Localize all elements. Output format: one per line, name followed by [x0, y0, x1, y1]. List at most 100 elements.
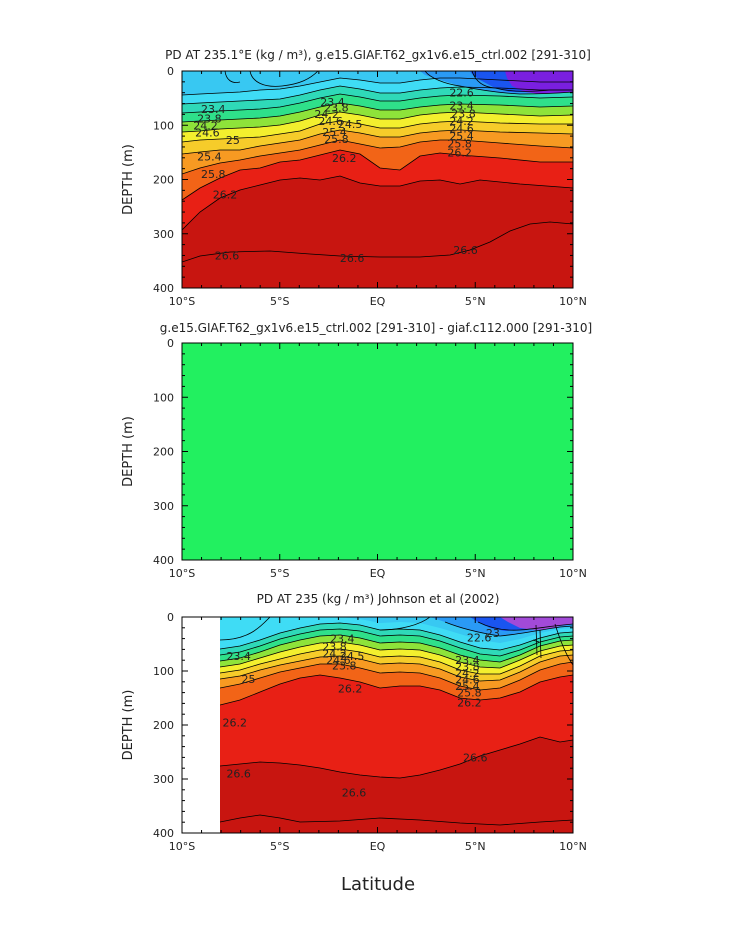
contour-label: 23.8 — [332, 660, 357, 673]
contour-label: 23.4 — [201, 103, 226, 116]
contour-label: 25 — [226, 134, 240, 147]
contour-label: 24.5 — [340, 650, 365, 663]
panel-2-x-tick-label: 10°S — [169, 567, 195, 580]
contour-label: 26.6 — [453, 244, 478, 257]
panel-3-plot: 23.42526.226.623.423.824.224.524.623.826… — [220, 617, 573, 833]
panel-3-y-axis-label: DEPTH (m) — [121, 690, 136, 761]
panel-1-title: PD AT 235.1°E (kg / m³), g.e15.GIAF.T62_… — [165, 48, 591, 62]
panel-2-difference-field — [182, 343, 573, 560]
contour-label: 23.4 — [455, 654, 480, 667]
contour-label: 24.6 — [195, 126, 220, 139]
panel-1-axes: 10°S 5°S EQ 5°N 10°N 0 100 200 300 400 DEPTH (m) — [121, 65, 587, 308]
panel-3-y-tick-label: 0 — [167, 611, 174, 624]
contour-label: 26.2 — [223, 716, 248, 729]
contour-label: 26.6 — [463, 751, 488, 764]
contour-label: 25.4 — [197, 151, 222, 164]
contour-label: 24.6 — [318, 115, 343, 128]
contour-label: 23.4 — [449, 100, 474, 113]
contour-label: 23.8 — [197, 113, 222, 126]
contour-label: 26.6 — [226, 768, 251, 781]
panel-1-y-tick-label: 300 — [153, 228, 174, 241]
panel-2-y-tick-label: 300 — [153, 500, 174, 513]
panel-2-y-axis-label: DEPTH (m) — [121, 416, 136, 487]
panel-1-y-tick-label: 100 — [153, 119, 174, 132]
contour-label: 23.8 — [455, 661, 480, 674]
panel-1-band-purple — [505, 71, 573, 94]
panel-3-title: PD AT 235 (kg / m³) Johnson et al (2002) — [257, 592, 500, 606]
panel-2-x-tick-label: 5°S — [270, 567, 289, 580]
panel-3: PD AT 235 (kg / m³) Johnson et al (2002) — [121, 592, 587, 895]
contour-label: 23 — [486, 627, 500, 640]
panel-3-x-tick-label: EQ — [370, 840, 386, 853]
panel-3-y-tick-label: 200 — [153, 719, 174, 732]
contour-label: 25.4 — [449, 130, 474, 143]
panel-3-y-tick-label: 300 — [153, 773, 174, 786]
contour-label: 24.2 — [455, 667, 480, 680]
contour-label: 24.6 — [449, 123, 474, 136]
panel-1-x-tick-label: 10°S — [169, 295, 195, 308]
panel-3-y-tick-label: 400 — [153, 827, 174, 840]
panel-1-x-tick-label: 5°N — [465, 295, 486, 308]
panel-2-x-tick-label: 10°N — [559, 567, 587, 580]
panel-2: g.e15.GIAF.T62_gx1v6.e15_ctrl.002 [291-3… — [121, 321, 592, 580]
contour-label: 24.2 — [322, 648, 347, 661]
panel-2-x-tick-label: 5°N — [465, 567, 486, 580]
panel-3-x-tick-label: 10°S — [169, 840, 195, 853]
contour-label: 25.8 — [324, 133, 349, 146]
contour-label: 23.8 — [324, 101, 349, 114]
panel-2-y-tick-label: 400 — [153, 554, 174, 567]
contour-label: 25.4 — [455, 680, 480, 693]
panel-2-x-tick-label: EQ — [370, 567, 386, 580]
contour-label: 25.8 — [457, 687, 482, 700]
contour-label: 23.8 — [451, 107, 476, 120]
contour-label: 23.4 — [320, 96, 345, 109]
panel-2-y-tick-label: 200 — [153, 446, 174, 459]
panel-2-axes: 10°S 5°S EQ 5°N 10°N 0 100 200 300 400 DEPTH (m) — [121, 337, 587, 580]
contour-label: 26.6 — [340, 252, 365, 265]
panel-3-contour-labels: 23.42526.226.623.423.824.224.524.623.826… — [223, 627, 500, 799]
contour-label: 25 — [241, 673, 255, 686]
contour-label: 24.2 — [314, 108, 339, 121]
contour-label: 23.8 — [322, 641, 347, 654]
contour-label: 26.2 — [332, 152, 357, 165]
panel-2-y-tick-label: 0 — [167, 337, 174, 350]
panel-3-x-tick-label: 10°N — [559, 840, 587, 853]
contour-label: 25.8 — [201, 168, 226, 181]
contour-label: 26.6 — [342, 787, 367, 800]
contour-label: 24.6 — [455, 674, 480, 687]
contour-label: 23.4 — [330, 633, 355, 646]
panel-2-y-tick-label: 100 — [153, 391, 174, 404]
contour-label: 24.5 — [338, 118, 363, 131]
panel-3-band-purple — [500, 617, 573, 630]
contour-label: 26.2 — [457, 696, 482, 709]
contour-label: 24.2 — [449, 115, 474, 128]
panel-3-axes: 10°S 5°S EQ 5°N 10°N 0 100 200 300 400 DEPTH (m) — [121, 611, 587, 853]
panel-1-y-axis-label: DEPTH (m) — [121, 144, 136, 215]
panel-3-x-tick-label: 5°N — [465, 840, 486, 853]
contour-label: 26.2 — [338, 682, 363, 695]
panel-1-y-tick-label: 200 — [153, 174, 174, 187]
x-axis-label: Latitude — [341, 874, 415, 895]
panel-1-plot: 23.423.824.224.62525.425.826.226.623.423… — [182, 71, 573, 288]
contour-label: 26.2 — [447, 146, 472, 159]
contour-label: 26.6 — [215, 249, 240, 262]
contour-label: 25.4 — [322, 126, 347, 139]
panel-1-contour-lines — [182, 71, 573, 263]
contour-label: 22.6 — [449, 87, 474, 100]
panel-1-y-tick-label: 0 — [167, 65, 174, 78]
panel-3-y-tick-label: 100 — [153, 665, 174, 678]
contour-label: 23.4 — [226, 650, 251, 663]
contour-label: 24.6 — [326, 654, 351, 667]
panel-3-x-tick-label: 5°S — [270, 840, 289, 853]
panel-2-title: g.e15.GIAF.T62_gx1v6.e15_ctrl.002 [291-3… — [160, 321, 592, 335]
panel-1: PD AT 235.1°E (kg / m³), g.e15.GIAF.T62_… — [121, 48, 591, 308]
contour-label: 24.2 — [193, 119, 218, 132]
panel-3-contour-lines — [220, 617, 573, 826]
panel-1-contour-labels: 23.423.824.224.62525.425.826.226.623.423… — [193, 87, 478, 265]
panel-1-x-tick-label: EQ — [370, 295, 386, 308]
contour-label: 25.8 — [447, 138, 472, 151]
panel-1-y-tick-label: 400 — [153, 282, 174, 295]
contour-label: 22.6 — [467, 632, 492, 645]
panel-1-x-tick-label: 5°S — [270, 295, 289, 308]
